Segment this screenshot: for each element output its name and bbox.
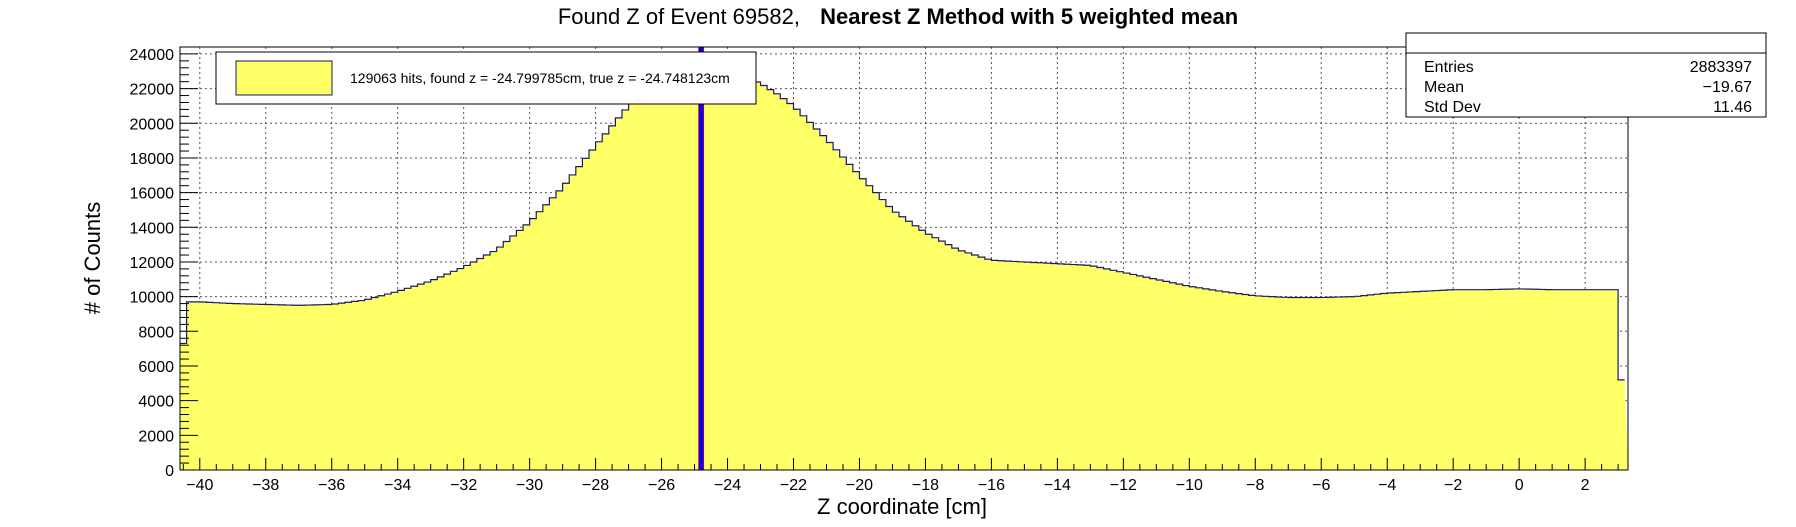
x-tick-label: −34 xyxy=(384,477,411,494)
y-axis-title: # of Counts xyxy=(80,202,105,315)
chart-title-prefix: Found Z of Event 69582, xyxy=(558,4,800,29)
y-tick-label: 16000 xyxy=(130,186,175,203)
x-tick-label: −4 xyxy=(1378,477,1396,494)
stats-value-mean: −19.67 xyxy=(1703,79,1752,96)
stats-value-entries: 2883397 xyxy=(1690,59,1752,76)
legend: 129063 hits, found z = -24.799785cm, tru… xyxy=(215,51,757,105)
x-axis-title: Z coordinate [cm] xyxy=(817,494,987,519)
y-tick-label: 20000 xyxy=(130,116,175,133)
x-tick-label: −14 xyxy=(1044,477,1071,494)
x-tick-label: −32 xyxy=(450,477,477,494)
x-tick-label: −30 xyxy=(516,477,543,494)
x-tick-label: −20 xyxy=(846,477,873,494)
y-tick-label: 22000 xyxy=(130,82,175,99)
y-tick-label: 6000 xyxy=(138,359,174,376)
x-tick-label: −18 xyxy=(912,477,939,494)
x-axis: −40 −38 −36 −34 −32 −30 −28 −26 −24 −22 −20 −18 −16−… xyxy=(182,458,1619,494)
histogram-outline xyxy=(180,59,1625,381)
y-tick-label: 24000 xyxy=(130,47,175,64)
found-z-line xyxy=(698,46,705,471)
x-tick-label: −8 xyxy=(1246,477,1264,494)
stats-box: Entries 2883397 Mean −19.67 Std Dev 11.4… xyxy=(1405,32,1767,118)
y-tick-label: 12000 xyxy=(130,255,175,272)
x-tick-label: −12 xyxy=(1110,477,1137,494)
y-tick-label: 14000 xyxy=(130,220,175,237)
histogram-bars xyxy=(180,59,1628,471)
x-tick-label: −38 xyxy=(252,477,279,494)
stats-value-stddev: 11.46 xyxy=(1713,99,1752,116)
legend-swatch xyxy=(235,60,333,96)
y-tick-label: 8000 xyxy=(138,324,174,341)
x-tick-label: 2 xyxy=(1581,477,1590,494)
stats-label-mean: Mean xyxy=(1424,79,1464,96)
x-tick-label: −40 xyxy=(186,477,213,494)
y-tick-label: 2000 xyxy=(138,428,174,445)
stats-label-entries: Entries xyxy=(1424,59,1474,76)
x-tick-label: −24 xyxy=(714,477,741,494)
stats-label-stddev: Std Dev xyxy=(1424,99,1481,116)
x-tick-label: −36 xyxy=(318,477,345,494)
y-tick-label: 18000 xyxy=(130,151,175,168)
chart-title: Found Z of Event 69582, Nearest Z Method… xyxy=(558,4,1238,29)
x-tick-label: −16 xyxy=(978,477,1005,494)
x-tick-label: 0 xyxy=(1515,477,1524,494)
chart-title-bold: Nearest Z Method with 5 weighted mean xyxy=(820,4,1238,29)
y-tick-label: 10000 xyxy=(130,290,175,307)
plot-frame xyxy=(179,46,1629,471)
x-tick-label: −2 xyxy=(1444,477,1462,494)
y-tick-label: 0 xyxy=(165,463,174,480)
x-tick-label: −6 xyxy=(1312,477,1330,494)
x-tick-label: −26 xyxy=(648,477,675,494)
legend-label: 129063 hits, found z = -24.799785cm, tru… xyxy=(350,70,730,86)
x-tick-label: −10 xyxy=(1176,477,1203,494)
histogram-fill xyxy=(180,59,1628,471)
x-tick-label: −28 xyxy=(582,477,609,494)
found-z-marker xyxy=(698,46,705,471)
y-tick-label: 4000 xyxy=(138,394,174,411)
stats-frame xyxy=(1405,32,1767,118)
x-tick-label: −22 xyxy=(780,477,807,494)
y-axis: 0 2000 4000 6000 8000 10000 12000 14000 16000 180… xyxy=(130,46,198,480)
